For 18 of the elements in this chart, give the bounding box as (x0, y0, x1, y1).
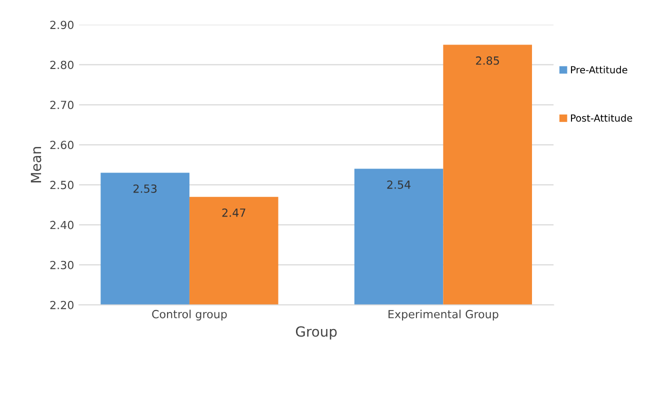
y-tick-label: 2.90 (50, 20, 74, 30)
y-tick-label: 2.60 (50, 140, 74, 150)
data-label: 2.53 (133, 184, 157, 193)
x-tick-label: Experimental Group (388, 310, 498, 320)
y-axis-title: Mean (30, 147, 42, 182)
y-tick-label: 2.20 (50, 300, 74, 310)
y-tick-label: 2.30 (50, 260, 74, 270)
legend-label: Post-Attitude (571, 114, 632, 122)
x-tick-label: Control group (152, 310, 227, 320)
data-label: 2.47 (222, 208, 246, 217)
x-axis-title: Group (296, 326, 337, 340)
y-tick-label: 2.70 (50, 100, 74, 110)
y-tick-label: 2.40 (50, 220, 74, 230)
legend-label: Pre-Attitude (571, 66, 628, 74)
y-tick-label: 2.50 (50, 180, 74, 190)
data-label: 2.54 (387, 180, 411, 189)
y-tick-label: 2.80 (50, 60, 74, 70)
data-label: 2.85 (476, 56, 499, 65)
